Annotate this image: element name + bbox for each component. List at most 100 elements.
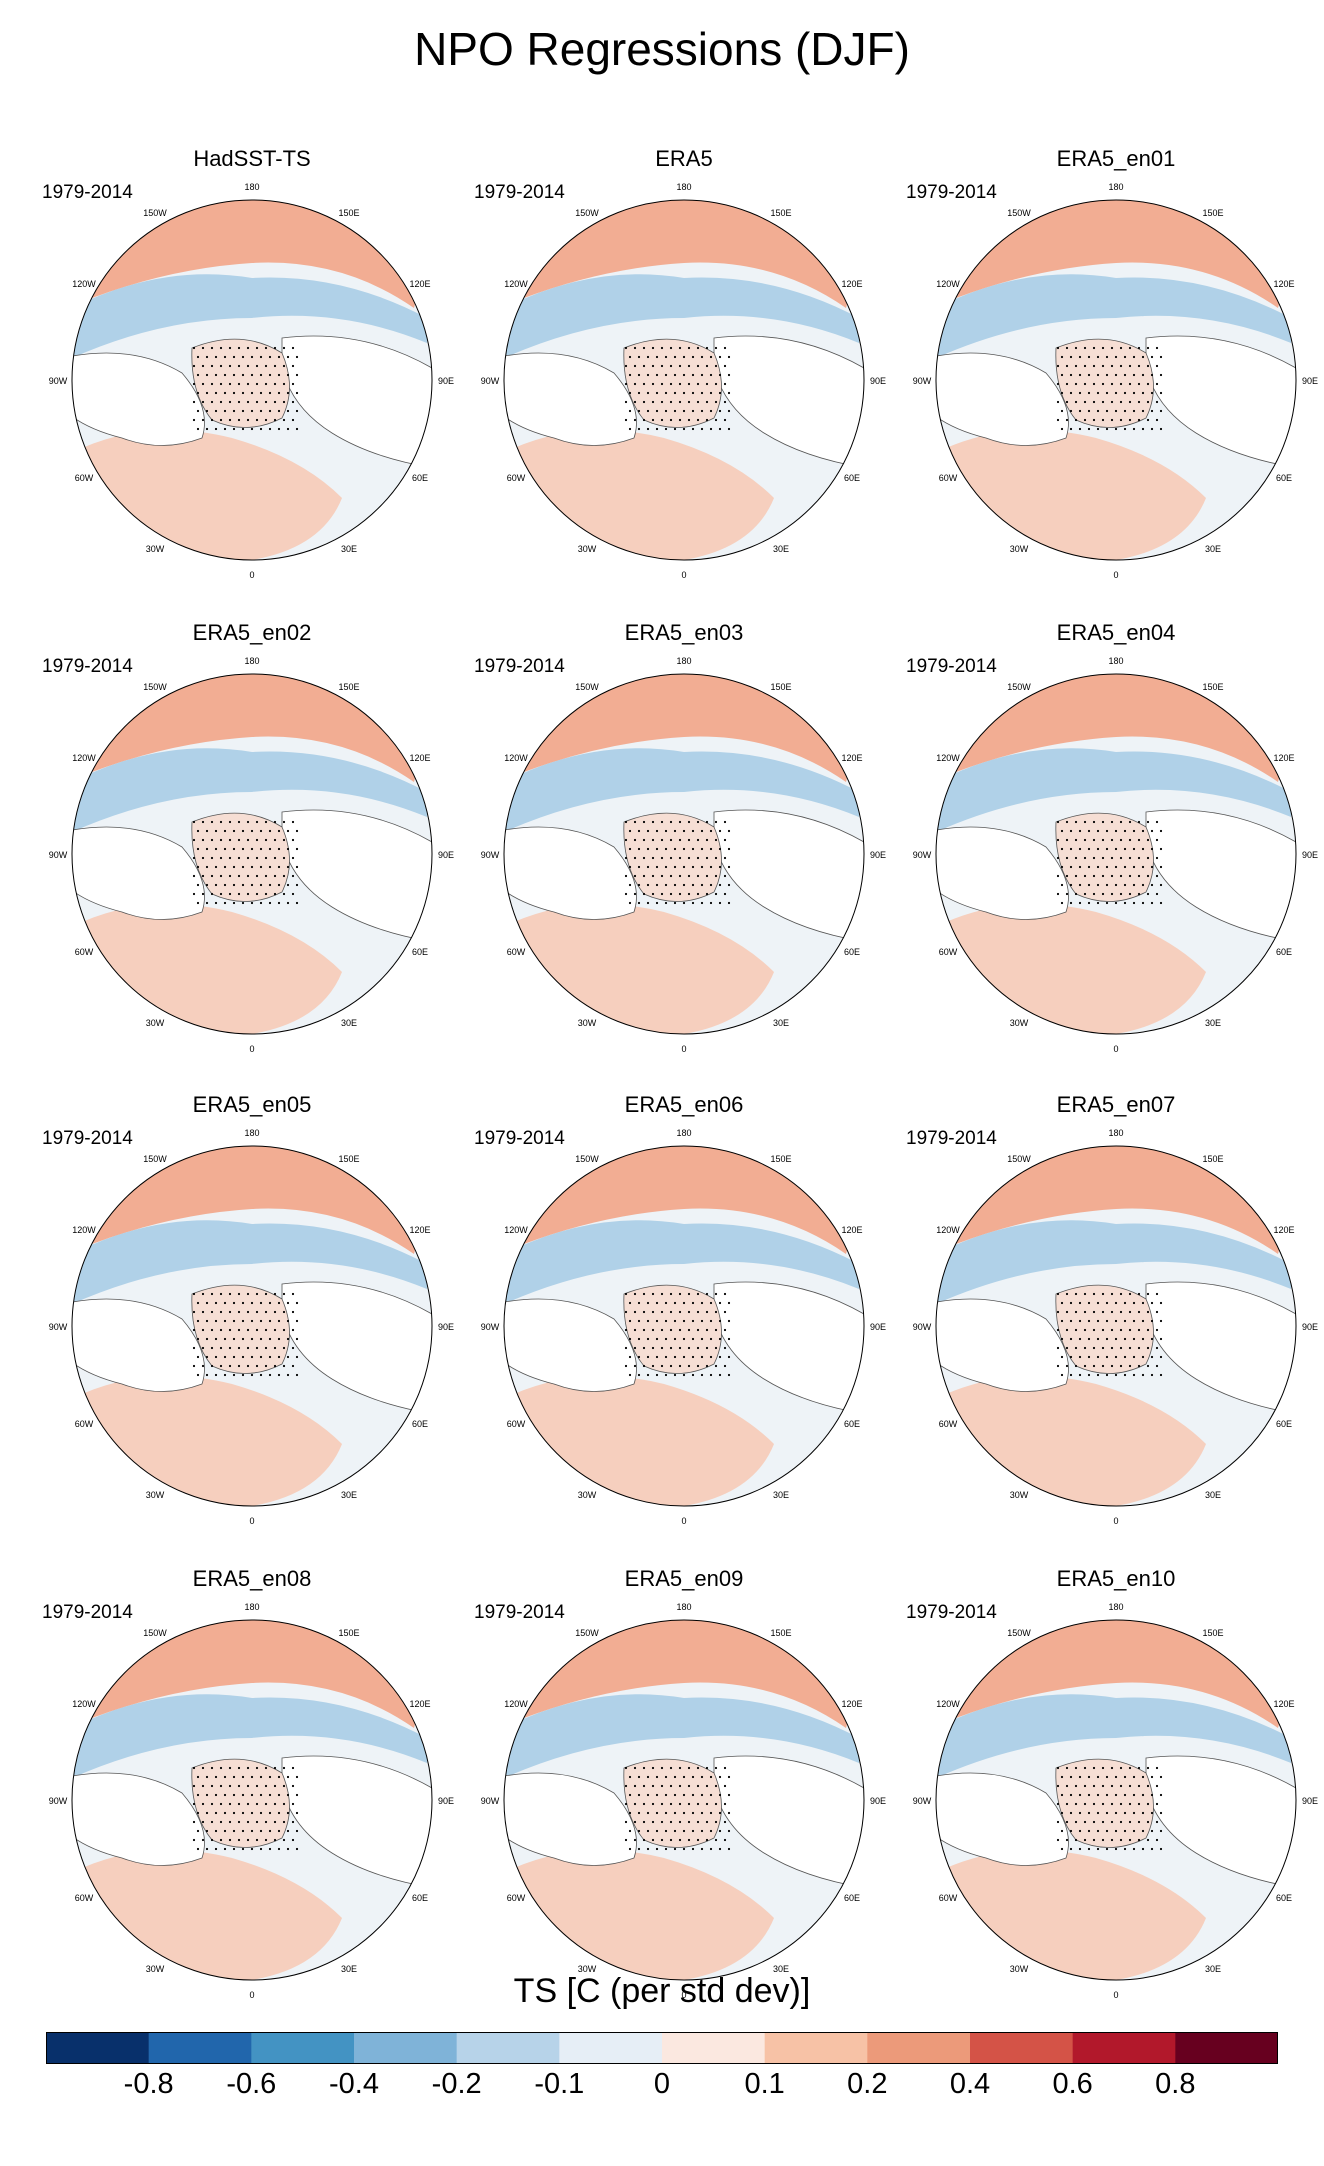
longitude-label: 60W	[507, 473, 526, 483]
significance-dot	[1078, 865, 1082, 869]
significance-dot	[628, 355, 632, 359]
significance-dot	[628, 1829, 632, 1833]
significance-dot	[286, 1775, 290, 1779]
colorbar-tick-label: 0	[653, 2068, 671, 2100]
significance-dot	[1056, 892, 1060, 896]
significance-dot	[1060, 901, 1064, 905]
significance-dot	[714, 856, 718, 860]
significance-dot	[727, 1301, 731, 1305]
arctic-ocean-region	[623, 1758, 722, 1848]
significance-dot	[669, 1310, 673, 1314]
significance-dot	[1119, 1364, 1123, 1368]
significance-dot	[1123, 1829, 1127, 1833]
significance-dot	[637, 1775, 641, 1779]
significance-dot	[673, 409, 677, 413]
significance-dot	[1074, 1802, 1078, 1806]
significance-dot	[1105, 355, 1109, 359]
longitude-label: 120W	[936, 279, 960, 289]
significance-dot	[682, 355, 686, 359]
significance-dot	[1060, 1319, 1064, 1323]
significance-dot	[264, 1766, 268, 1770]
significance-dot	[637, 1793, 641, 1797]
significance-dot	[192, 418, 196, 422]
longitude-label: 60E	[412, 1893, 428, 1903]
significance-dot	[664, 1319, 668, 1323]
significance-dot	[651, 382, 655, 386]
longitude-label: 30E	[341, 544, 357, 554]
significance-dot	[1092, 418, 1096, 422]
significance-dot	[201, 346, 205, 350]
longitude-label: 60W	[75, 473, 94, 483]
significance-dot	[700, 1775, 704, 1779]
significance-dot	[1119, 874, 1123, 878]
longitude-label: 30E	[1205, 1490, 1221, 1500]
significance-dot	[718, 1301, 722, 1305]
significance-dot	[691, 1793, 695, 1797]
significance-dot	[1110, 838, 1114, 842]
significance-dot	[709, 847, 713, 851]
significance-dot	[1132, 1793, 1136, 1797]
significance-dot	[1083, 1766, 1087, 1770]
significance-dot	[214, 1847, 218, 1851]
significance-dot	[687, 838, 691, 842]
significance-dot	[637, 1373, 641, 1377]
significance-dot	[1087, 391, 1091, 395]
significance-dot	[637, 427, 641, 431]
significance-dot	[1146, 892, 1150, 896]
significance-dot	[673, 1811, 677, 1815]
significance-dot	[687, 1766, 691, 1770]
significance-dot	[1101, 1802, 1105, 1806]
significance-dot	[1132, 1811, 1136, 1815]
significance-dot	[255, 874, 259, 878]
longitude-label: 60E	[412, 1419, 428, 1429]
significance-dot	[1146, 346, 1150, 350]
longitude-label: 120W	[72, 1699, 96, 1709]
significance-dot	[228, 1364, 232, 1368]
significance-dot	[687, 346, 691, 350]
significance-dot	[1150, 1793, 1154, 1797]
significance-dot	[1060, 1793, 1064, 1797]
significance-dot	[696, 820, 700, 824]
significance-dot	[705, 820, 709, 824]
significance-dot	[286, 865, 290, 869]
longitude-label: 150E	[770, 682, 791, 692]
significance-dot	[232, 409, 236, 413]
significance-dot	[646, 1337, 650, 1341]
significance-dot	[660, 1292, 664, 1296]
significance-dot	[192, 1310, 196, 1314]
significance-dot	[1105, 1355, 1109, 1359]
significance-dot	[223, 1337, 227, 1341]
longitude-label: 30W	[578, 1964, 597, 1974]
significance-dot	[219, 1292, 223, 1296]
cool-anomaly-band	[72, 274, 427, 358]
significance-dot	[1096, 391, 1100, 395]
significance-dot	[205, 355, 209, 359]
significance-dot	[727, 1373, 731, 1377]
significance-dot	[223, 427, 227, 431]
significance-dot	[1087, 409, 1091, 413]
significance-dot	[1074, 1766, 1078, 1770]
significance-dot	[682, 1775, 686, 1779]
significance-dot	[219, 364, 223, 368]
colorbar-tick-label: -0.2	[431, 2068, 482, 2100]
significance-dot	[1078, 1319, 1082, 1323]
significance-dot	[1083, 346, 1087, 350]
significance-dot	[1146, 1784, 1150, 1788]
significance-dot	[1105, 829, 1109, 833]
significance-dot	[723, 1820, 727, 1824]
significance-dot	[660, 1346, 664, 1350]
significance-dot	[1119, 1802, 1123, 1806]
significance-dot	[1056, 1346, 1060, 1350]
significance-dot	[1060, 355, 1064, 359]
significance-dot	[223, 1793, 227, 1797]
significance-dot	[1092, 1346, 1096, 1350]
significance-dot	[637, 1319, 641, 1323]
longitude-label: 30E	[341, 1490, 357, 1500]
significance-dot	[633, 1784, 637, 1788]
significance-dot	[286, 883, 290, 887]
significance-dot	[1105, 1793, 1109, 1797]
significance-dot	[1137, 1838, 1141, 1842]
significance-dot	[655, 391, 659, 395]
longitude-label: 120E	[1273, 279, 1294, 289]
significance-dot	[1078, 409, 1082, 413]
